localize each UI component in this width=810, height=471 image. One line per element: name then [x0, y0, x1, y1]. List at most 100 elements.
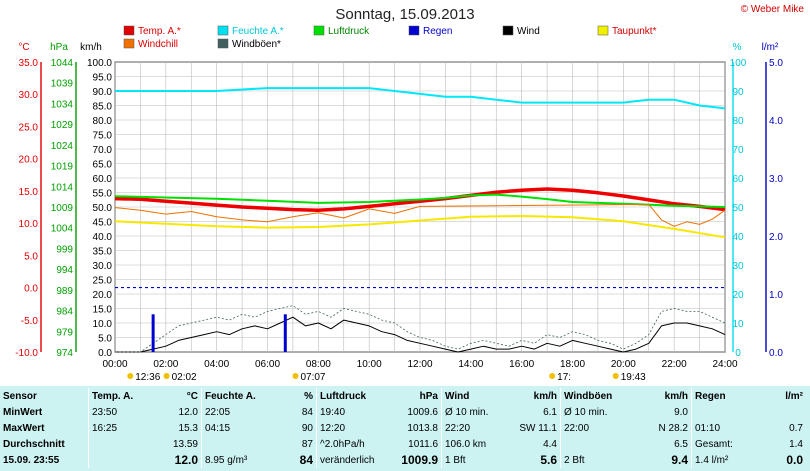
event-marker	[292, 373, 299, 379]
tick-label-temp: 0.0	[24, 284, 38, 295]
tick-label-wind: 90.0	[93, 87, 113, 98]
tick-label-x: 22:00	[662, 359, 687, 370]
stats-row: Sensor Temp. A. °C Feuchte A.% Luftdruck hPa W…	[0, 388, 806, 404]
rain-bar	[283, 314, 287, 352]
stats-cell: 4.4	[543, 438, 557, 450]
tick-label-pressure: 974	[56, 348, 73, 359]
tick-label-temp: 35.0	[19, 58, 39, 69]
stats-cell	[691, 404, 760, 420]
stats-cell: 90	[301, 422, 313, 434]
tick-label-humidity: 30	[732, 261, 744, 272]
stats-row: MaxWert 16:25 15.3 04:15 90 12:20 1013.8 22:20 S…	[0, 420, 806, 436]
stats-row: MinWert 23:50 12.0 22:05 84 19:40 1009.6 Ø 10 m…	[0, 404, 806, 420]
legend-label: Windböen*	[232, 39, 281, 50]
tick-label-pressure: 984	[56, 307, 73, 318]
tick-label-wind: 60.0	[93, 174, 113, 185]
legend-swatch	[313, 25, 325, 36]
tick-label-pressure: 1039	[51, 79, 74, 90]
stats-cell: %	[304, 390, 313, 402]
tick-label-pressure: 994	[56, 265, 73, 276]
event-label: 12:36	[135, 372, 160, 383]
tick-label-temp: -5.0	[21, 316, 39, 327]
series-line	[115, 316, 726, 353]
stats-row: Durchschnitt 13.59 87 ^2.0hPa/h 1011.6 106.0 …	[0, 436, 806, 452]
legend-label: Regen	[423, 26, 452, 37]
tick-label-wind: 0.0	[98, 348, 112, 359]
legend-swatch	[408, 25, 420, 36]
tick-label-rain: 0.0	[769, 348, 783, 359]
stats-cell: 5.6	[540, 453, 557, 467]
tick-label-x: 18:00	[560, 359, 585, 370]
tick-label-wind: 65.0	[93, 160, 113, 171]
stats-cell: 8.95 g/m³	[201, 452, 270, 468]
series-line	[114, 187, 726, 212]
stats-cell: 1011.6	[408, 438, 438, 450]
tick-label-temp: 10.0	[19, 219, 39, 230]
tick-label-x: 24:00	[712, 359, 737, 370]
rain-bar	[151, 314, 155, 352]
tick-label-pressure: 1034	[51, 99, 74, 110]
stats-cell: 12.0	[174, 453, 198, 467]
stats-cell: 1.4 l/m²	[691, 452, 760, 468]
tick-label-wind: 40.0	[93, 232, 113, 243]
stats-cell: 15.09. 23:55	[3, 454, 60, 466]
series-line	[114, 193, 726, 208]
stats-panel: Sensor Temp. A. °C Feuchte A.% Luftdruck hPa W…	[0, 386, 810, 471]
stats-cell: Luftdruck	[316, 388, 385, 404]
legend-swatch	[217, 25, 229, 36]
stats-cell: 84	[301, 406, 313, 418]
tick-label-humidity: 90	[732, 87, 744, 98]
stats-cell: Feuchte A.	[201, 388, 270, 404]
stats-cell: 16:25	[88, 420, 155, 436]
stats-cell: 106.0 km	[441, 436, 510, 452]
stats-cell: Windböen	[560, 388, 633, 404]
tick-label-pressure: 1009	[51, 203, 74, 214]
stats-cell: Ø 10 min.	[441, 404, 510, 420]
stats-cell: 0.0	[786, 453, 803, 467]
tick-label-rain: 5.0	[769, 58, 783, 69]
stats-cell: l/m²	[785, 390, 803, 402]
stats-cell	[88, 436, 155, 452]
tick-label-wind: 50.0	[93, 203, 113, 214]
stats-cell: 22:05	[201, 404, 270, 420]
stats-cell: km/h	[664, 390, 688, 402]
event-label: 17:	[557, 372, 571, 383]
tick-label-humidity: 20	[732, 290, 744, 301]
tick-label-pressure: 1014	[51, 182, 74, 193]
stats-cell: Durchschnitt	[3, 438, 65, 450]
stats-cell: ^2.0hPa/h	[316, 436, 385, 452]
stats-cell: Ø 10 min.	[560, 404, 633, 420]
stats-cell: 12:20	[316, 420, 385, 436]
event-label: 07:07	[300, 372, 325, 383]
legend-label: Windchill	[138, 39, 178, 50]
chart-title: Sonntag, 15.09.2013	[335, 6, 475, 23]
tick-label-humidity: 80	[732, 116, 744, 127]
event-label: 02:02	[172, 372, 197, 383]
tick-label-humidity: 40	[732, 232, 744, 243]
tick-label-x: 08:00	[306, 359, 331, 370]
tick-label-temp: 25.0	[19, 122, 39, 133]
weather-chart: °C hPa km/h% l/m² 35.0 30.0 25.0 20.0 15.0 10.0 5.…	[15, 25, 783, 383]
tick-label-humidity: 100	[730, 58, 747, 69]
tick-label-pressure: 999	[56, 244, 73, 255]
tick-label-wind: 20.0	[93, 290, 113, 301]
credit-label: © Weber Mike	[740, 4, 804, 15]
stats-cell: 2 Bft	[560, 452, 633, 468]
tick-label-x: 00:00	[102, 359, 127, 370]
tick-label-humidity: 70	[732, 145, 744, 156]
stats-cell: 84	[299, 453, 313, 467]
tick-label-x: 10:00	[357, 359, 382, 370]
tick-label-wind: 95.0	[93, 73, 113, 84]
stats-cell	[760, 404, 806, 420]
event-label: 19:43	[621, 372, 646, 383]
legend-swatch	[502, 25, 514, 36]
stats-cell: 1009.6	[407, 406, 438, 418]
legend-label: Luftdruck	[328, 26, 370, 37]
legend-swatch	[597, 25, 609, 36]
tick-label-humidity: 60	[732, 174, 744, 185]
series-line	[114, 203, 726, 227]
stats-cell: 6.1	[543, 406, 557, 418]
tick-label-x: 06:00	[255, 359, 280, 370]
stats-cell: 1013.8	[407, 422, 438, 434]
stats-cell: 15.3	[178, 422, 198, 434]
